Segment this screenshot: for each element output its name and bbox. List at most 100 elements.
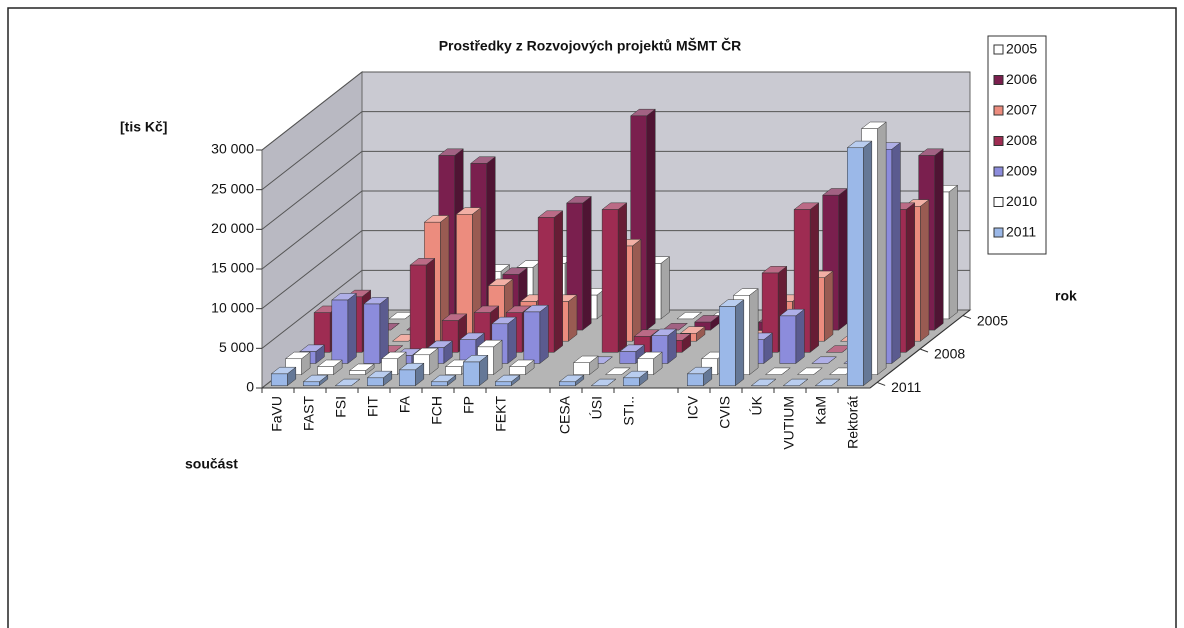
bar [718, 299, 745, 387]
bar [572, 355, 599, 376]
bar [494, 374, 521, 387]
x-tick-label: FSI [333, 396, 349, 418]
legend-label: 2011 [1006, 224, 1036, 240]
bar [348, 363, 375, 376]
bar-top [796, 367, 823, 375]
bar-top [750, 378, 777, 387]
bar-front [445, 366, 462, 375]
bar-front [509, 366, 526, 375]
bar [750, 378, 777, 387]
legend-label: 2009 [1006, 163, 1037, 179]
bar-front [523, 311, 541, 364]
z-tick-label: 2008 [934, 346, 965, 362]
bar [523, 304, 550, 364]
bar [508, 359, 535, 376]
bar [636, 351, 663, 376]
x-axis-label: součást [185, 456, 238, 472]
legend-swatch [993, 136, 1004, 146]
bar-front [623, 377, 640, 387]
x-tick-label: FaVU [269, 396, 285, 432]
x-tick-label: KaM [813, 396, 829, 425]
bar-front [463, 361, 480, 387]
bar-front [619, 351, 637, 364]
y-tick-label: 30 000 [211, 141, 254, 157]
bar-front [779, 315, 797, 364]
chart-title: Prostředky z Rozvojových projektů MŠMT Č… [439, 37, 742, 54]
bar-front [847, 147, 864, 387]
bar-front [719, 306, 736, 387]
y-tick-label: 10 000 [211, 299, 254, 315]
bar [622, 370, 649, 387]
x-tick-label: STI.. [621, 396, 637, 426]
bar [782, 378, 809, 387]
bar [693, 314, 720, 331]
x-tick-label: FCH [429, 396, 445, 425]
x-tick-label: Rektorát [845, 396, 861, 449]
bar-front [363, 303, 381, 364]
bar [398, 362, 425, 387]
bar-side [749, 288, 759, 376]
bar-top [676, 311, 703, 320]
bar [590, 378, 617, 387]
bar-top [764, 367, 791, 375]
bar [363, 296, 390, 364]
bar [462, 354, 489, 387]
bar [676, 311, 703, 320]
bar [302, 374, 329, 387]
bar-side [905, 202, 915, 353]
z-tick [919, 348, 929, 353]
bar-front [687, 373, 704, 387]
z-axis-label: rok [1055, 288, 1077, 304]
x-tick-label: FA [397, 395, 413, 413]
legend-label: 2005 [1006, 41, 1037, 57]
bar-front [317, 366, 334, 375]
legend-swatch [993, 166, 1004, 177]
x-tick-label: FIT [365, 396, 381, 417]
legend-label: 2008 [1006, 132, 1037, 148]
bar [846, 140, 873, 387]
x-tick-label: VUTIUM [781, 396, 797, 450]
x-tick-label: CESA [557, 395, 573, 434]
bar-top [334, 378, 361, 387]
bar [796, 367, 823, 375]
y-tick-label: 20 000 [211, 220, 254, 236]
bar-side [632, 238, 642, 342]
z-tick-label: 2005 [977, 312, 1008, 328]
bar [366, 370, 393, 387]
x-tick-label: ICV [685, 395, 701, 419]
bar-front [331, 299, 349, 364]
bar-side [539, 304, 549, 364]
bar-top [814, 378, 841, 387]
bar-side [617, 202, 627, 353]
bar-side [877, 121, 887, 376]
bar [811, 356, 838, 364]
bar [455, 207, 482, 342]
z-tick [876, 381, 886, 386]
bar-side [507, 316, 517, 364]
bar [779, 308, 806, 364]
bar [764, 367, 791, 375]
bar-front [303, 381, 320, 387]
bar-side [582, 195, 592, 331]
legend-label: 2006 [1006, 71, 1037, 87]
x-tick-label: FAST [301, 396, 317, 431]
legend-swatch [993, 44, 1004, 55]
legend-label: 2007 [1006, 102, 1037, 118]
bar-side [838, 187, 848, 331]
legend-swatch [993, 227, 1004, 238]
bar [331, 292, 358, 364]
bar [814, 378, 841, 387]
bar-side [553, 210, 563, 353]
grid-line [261, 150, 970, 230]
bar-side [809, 202, 819, 353]
bar-top [604, 367, 631, 375]
y-tick-label: 15 000 [211, 260, 254, 276]
y-axis-label: [tis Kč] [120, 119, 167, 135]
x-tick-label: FP [461, 396, 477, 414]
bar-top [782, 378, 809, 387]
x-tick-label: ÚSI [589, 396, 605, 419]
legend-swatch [993, 75, 1004, 85]
bar [686, 366, 713, 387]
bar-top [811, 356, 838, 364]
grid-line [261, 230, 970, 310]
